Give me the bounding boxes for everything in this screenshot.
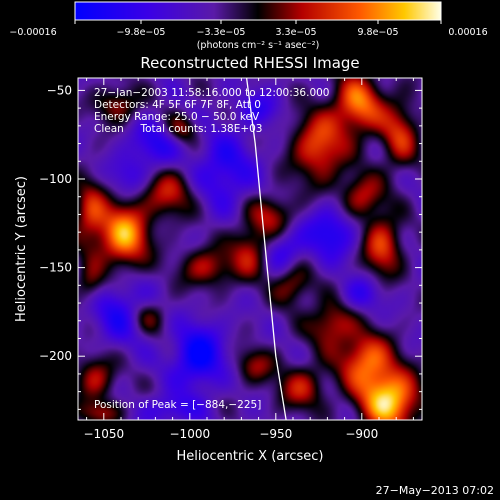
x-tick-label: −950 [259,427,292,441]
chart-title: Reconstructed RHESSI Image [140,54,359,72]
y-axis-label: Heliocentric Y (arcsec) [14,176,29,322]
colorbar-tick-5: 0.00016 [448,27,487,38]
colorbar-units: (photons cm⁻² s⁻¹ asec⁻²) [197,40,320,51]
y-tick-label: −100 [39,172,72,186]
x-axis-label: Heliocentric X (arcsec) [177,449,324,464]
y-tick-labels: −50 −100 −150 −200 [39,83,72,363]
colorbar-tick-0: −0.00016 [9,27,56,38]
x-tick-labels: −1050 −1000 −950 −900 [84,427,379,441]
annotation-energy-range: Energy Range: 25.0 − 50.0 keV [94,111,260,123]
annotation-peak-position: Position of Peak = [−884,−225] [94,399,261,411]
colorbar-tick-3: 3.3e−05 [275,27,316,38]
colorbar-ticks [74,20,442,24]
annotation-time-range: 27−Jan−2003 11:58:16.000 to 12:00:36.000 [94,87,330,99]
annotation-total-counts: Clean Total counts: 1.38E+03 [94,123,263,135]
x-tick-label: −1000 [170,427,211,441]
x-tick-label: −1050 [84,427,125,441]
y-tick-label: −200 [39,349,72,363]
colorbar-tick-4: 9.8e−05 [357,27,398,38]
y-tick-label: −150 [39,261,72,275]
colorbar: −0.00016 −9.8e−05 −3.3e−05 3.3e−05 9.8e−… [9,1,488,51]
colorbar-tick-2: −3.3e−05 [197,27,246,38]
solar-limb-curve [245,78,287,420]
axis-ticks [78,78,422,420]
x-tick-label: −900 [345,427,378,441]
colorbar-gradient [74,1,442,21]
heatmap-image [78,78,422,420]
plot-frame [77,77,423,421]
footer-timestamp: 27−May−2013 07:02 [376,484,494,497]
annotation-detectors: Detectors: 4F 5F 6F 7F 8F, Att 0 [94,99,261,111]
colorbar-tick-1: −9.8e−05 [117,27,166,38]
y-tick-label: −50 [47,83,72,97]
